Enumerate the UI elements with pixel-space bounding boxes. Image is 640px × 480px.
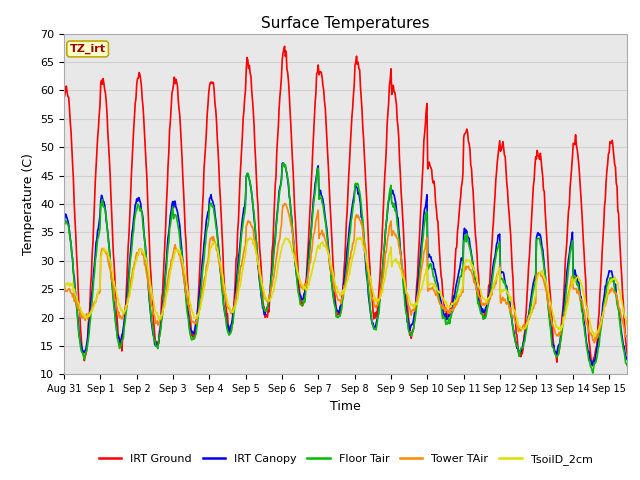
IRT Canopy: [184, 306, 191, 312]
Floor Tair: [60, 221, 68, 227]
IRT Ground: [338, 302, 346, 308]
Floor Tair: [280, 160, 287, 166]
Tower TAir: [591, 340, 598, 346]
TsoilD_2cm: [591, 334, 598, 339]
TsoilD_2cm: [356, 235, 364, 240]
Title: Surface Temperatures: Surface Temperatures: [261, 16, 430, 31]
IRT Canopy: [208, 197, 216, 203]
IRT Canopy: [573, 274, 580, 279]
Y-axis label: Temperature (C): Temperature (C): [22, 153, 35, 255]
TsoilD_2cm: [60, 289, 68, 295]
Floor Tair: [589, 370, 596, 376]
Floor Tair: [623, 363, 631, 369]
Line: IRT Ground: IRT Ground: [64, 46, 627, 366]
Floor Tair: [184, 312, 191, 318]
TsoilD_2cm: [392, 258, 400, 264]
IRT Canopy: [60, 218, 68, 224]
TsoilD_2cm: [573, 276, 580, 281]
Tower TAir: [60, 286, 68, 292]
Floor Tair: [448, 310, 456, 316]
Tower TAir: [184, 298, 191, 303]
Line: Tower TAir: Tower TAir: [64, 204, 627, 343]
IRT Ground: [623, 351, 631, 357]
Tower TAir: [448, 306, 456, 312]
IRT Canopy: [279, 160, 287, 166]
Tower TAir: [208, 234, 216, 240]
TsoilD_2cm: [448, 300, 456, 306]
IRT Canopy: [588, 362, 596, 368]
Legend: IRT Ground, IRT Canopy, Floor Tair, Tower TAir, TsoilD_2cm: IRT Ground, IRT Canopy, Floor Tair, Towe…: [94, 450, 597, 469]
IRT Ground: [60, 96, 68, 102]
TsoilD_2cm: [208, 241, 216, 247]
Tower TAir: [338, 296, 346, 301]
Line: Floor Tair: Floor Tair: [64, 163, 627, 373]
IRT Canopy: [338, 300, 346, 306]
IRT Ground: [589, 363, 596, 369]
Tower TAir: [282, 201, 289, 206]
Line: TsoilD_2cm: TsoilD_2cm: [64, 238, 627, 336]
Floor Tair: [208, 203, 216, 209]
IRT Ground: [573, 142, 580, 147]
IRT Ground: [448, 299, 456, 304]
Floor Tair: [573, 279, 580, 285]
Floor Tair: [338, 306, 346, 312]
IRT Ground: [392, 101, 400, 107]
Floor Tair: [392, 212, 400, 217]
X-axis label: Time: Time: [330, 400, 361, 413]
TsoilD_2cm: [623, 323, 631, 328]
TsoilD_2cm: [337, 292, 345, 298]
Line: IRT Canopy: IRT Canopy: [64, 163, 627, 365]
Text: TZ_irt: TZ_irt: [70, 44, 106, 54]
Tower TAir: [392, 234, 400, 240]
IRT Canopy: [392, 206, 400, 212]
Tower TAir: [573, 286, 580, 291]
IRT Ground: [208, 81, 216, 86]
TsoilD_2cm: [184, 287, 191, 293]
IRT Ground: [281, 43, 289, 49]
IRT Canopy: [623, 357, 631, 362]
IRT Canopy: [448, 303, 456, 309]
IRT Ground: [184, 279, 191, 285]
Tower TAir: [623, 333, 631, 339]
